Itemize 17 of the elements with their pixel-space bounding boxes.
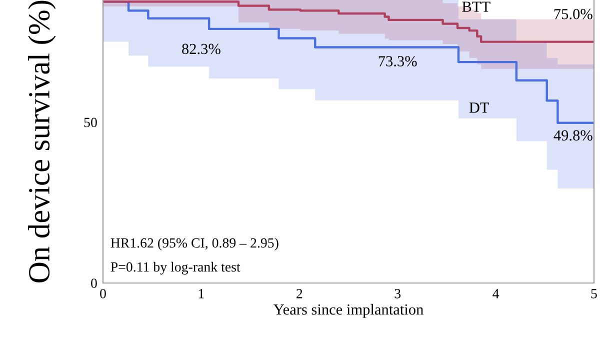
x-tick-label: 0	[100, 288, 106, 298]
annotation: 75.0%	[554, 8, 592, 20]
annotation: 82.3%	[182, 44, 220, 54]
y-axis-title: On device survival (%)	[28, 0, 56, 282]
annotation: HR1.62 (95% CI, 0.89 – 2.95)	[110, 238, 278, 250]
annotation: BTT	[462, 2, 490, 12]
x-tick-label: 3	[394, 288, 401, 298]
annotation: 73.3%	[378, 56, 417, 66]
x-axis-title: Years since implantation	[273, 304, 424, 318]
annotation: DT	[469, 102, 490, 113]
x-tick-label: 4	[492, 289, 500, 298]
y-tick-label: 50	[84, 118, 97, 128]
x-tick-label: 1	[198, 289, 204, 298]
x-tick-label: 5	[591, 289, 597, 298]
annotation: P=0.11 by log-rank test	[110, 262, 240, 275]
annotation: 49.8%	[554, 130, 592, 141]
x-tick-label: 2	[296, 288, 302, 298]
